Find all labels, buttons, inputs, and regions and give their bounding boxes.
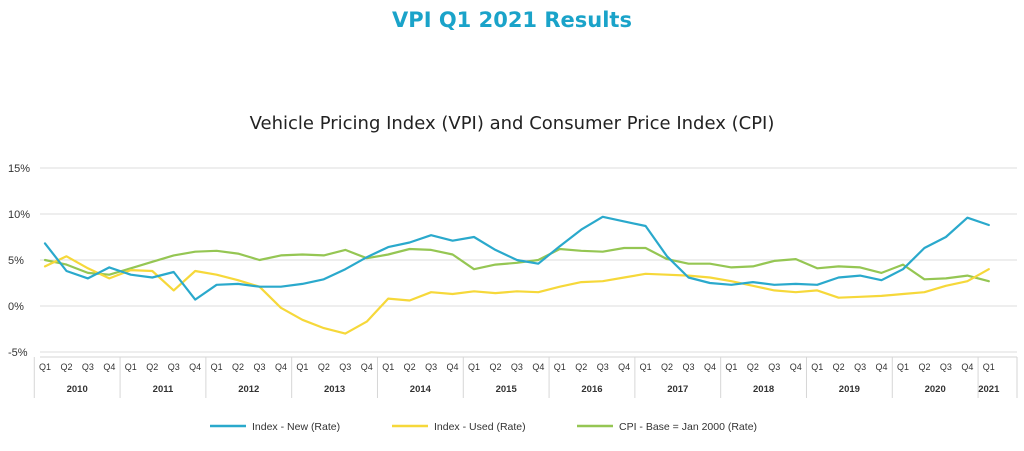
series-line-index-new	[43, 215, 990, 301]
quarter-tick-label: Q4	[275, 362, 287, 372]
quarter-tick-label: Q2	[60, 362, 72, 372]
quarter-tick-label: Q2	[575, 362, 587, 372]
quarter-tick-label: Q4	[361, 362, 373, 372]
quarter-tick-label: Q2	[318, 362, 330, 372]
quarter-tick-label: Q2	[232, 362, 244, 372]
quarter-tick-label: Q3	[682, 362, 694, 372]
quarter-tick-label: Q3	[940, 362, 952, 372]
quarter-tick-label: Q4	[189, 362, 201, 372]
quarter-tick-label: Q1	[382, 362, 394, 372]
quarter-tick-label: Q2	[404, 362, 416, 372]
year-tick-label: 2021	[978, 384, 1000, 395]
quarter-tick-label: Q1	[897, 362, 909, 372]
year-tick-label: 2020	[925, 384, 946, 395]
quarter-tick-label: Q3	[168, 362, 180, 372]
series-line-index-used	[43, 255, 990, 335]
quarter-tick-label: Q1	[296, 362, 308, 372]
y-tick-label: 15%	[8, 163, 30, 175]
quarter-tick-label: Q3	[253, 362, 265, 372]
quarter-tick-label: Q3	[82, 362, 94, 372]
y-tick-label: 0%	[8, 301, 24, 313]
year-tick-label: 2012	[238, 384, 259, 395]
quarter-tick-label: Q1	[468, 362, 480, 372]
quarter-tick-label: Q1	[640, 362, 652, 372]
quarter-tick-label: Q1	[39, 362, 51, 372]
quarter-tick-label: Q3	[597, 362, 609, 372]
year-tick-label: 2016	[581, 384, 602, 395]
page-title: VPI Q1 2021 Results	[392, 8, 632, 32]
quarter-tick-label: Q3	[854, 362, 866, 372]
quarter-tick-label: Q1	[983, 362, 995, 372]
quarter-tick-label: Q4	[447, 362, 459, 372]
series-line-cpi	[43, 246, 990, 283]
quarter-tick-label: Q2	[833, 362, 845, 372]
quarter-tick-label: Q1	[725, 362, 737, 372]
quarter-tick-label: Q4	[876, 362, 888, 372]
quarter-tick-label: Q4	[618, 362, 630, 372]
quarter-tick-label: Q3	[768, 362, 780, 372]
y-tick-label: 5%	[8, 255, 24, 267]
quarter-tick-label: Q3	[425, 362, 437, 372]
year-tick-label: 2019	[839, 384, 860, 395]
quarter-tick-label: Q1	[211, 362, 223, 372]
year-tick-label: 2011	[153, 384, 174, 395]
quarter-tick-label: Q1	[125, 362, 137, 372]
quarter-tick-label: Q4	[704, 362, 716, 372]
quarter-tick-label: Q1	[811, 362, 823, 372]
quarter-tick-label: Q4	[532, 362, 544, 372]
year-tick-label: 2018	[753, 384, 774, 395]
y-tick-label: 10%	[8, 209, 30, 221]
quarter-tick-label: Q2	[918, 362, 930, 372]
year-tick-label: 2014	[410, 384, 432, 395]
legend-label: Index - New (Rate)	[252, 421, 340, 433]
year-tick-label: 2010	[67, 384, 88, 395]
legend-label: Index - Used (Rate)	[434, 421, 526, 433]
chart-title: Vehicle Pricing Index (VPI) and Consumer…	[249, 113, 775, 134]
legend-item: CPI - Base = Jan 2000 (Rate)	[577, 421, 757, 433]
quarter-tick-label: Q2	[661, 362, 673, 372]
legend-item: Index - New (Rate)	[210, 421, 340, 433]
quarter-tick-label: Q2	[489, 362, 501, 372]
year-tick-label: 2015	[496, 384, 518, 395]
quarter-tick-label: Q3	[339, 362, 351, 372]
quarter-tick-label: Q4	[961, 362, 973, 372]
year-tick-label: 2013	[324, 384, 345, 395]
quarter-tick-label: Q1	[554, 362, 566, 372]
quarter-tick-label: Q4	[103, 362, 115, 372]
legend-item: Index - Used (Rate)	[392, 421, 526, 433]
year-tick-label: 2017	[667, 384, 688, 395]
y-tick-label: -5%	[8, 347, 28, 359]
quarter-tick-label: Q3	[511, 362, 523, 372]
quarter-tick-label: Q2	[747, 362, 759, 372]
quarter-tick-label: Q2	[146, 362, 158, 372]
legend-label: CPI - Base = Jan 2000 (Rate)	[619, 421, 757, 433]
quarter-tick-label: Q4	[790, 362, 802, 372]
